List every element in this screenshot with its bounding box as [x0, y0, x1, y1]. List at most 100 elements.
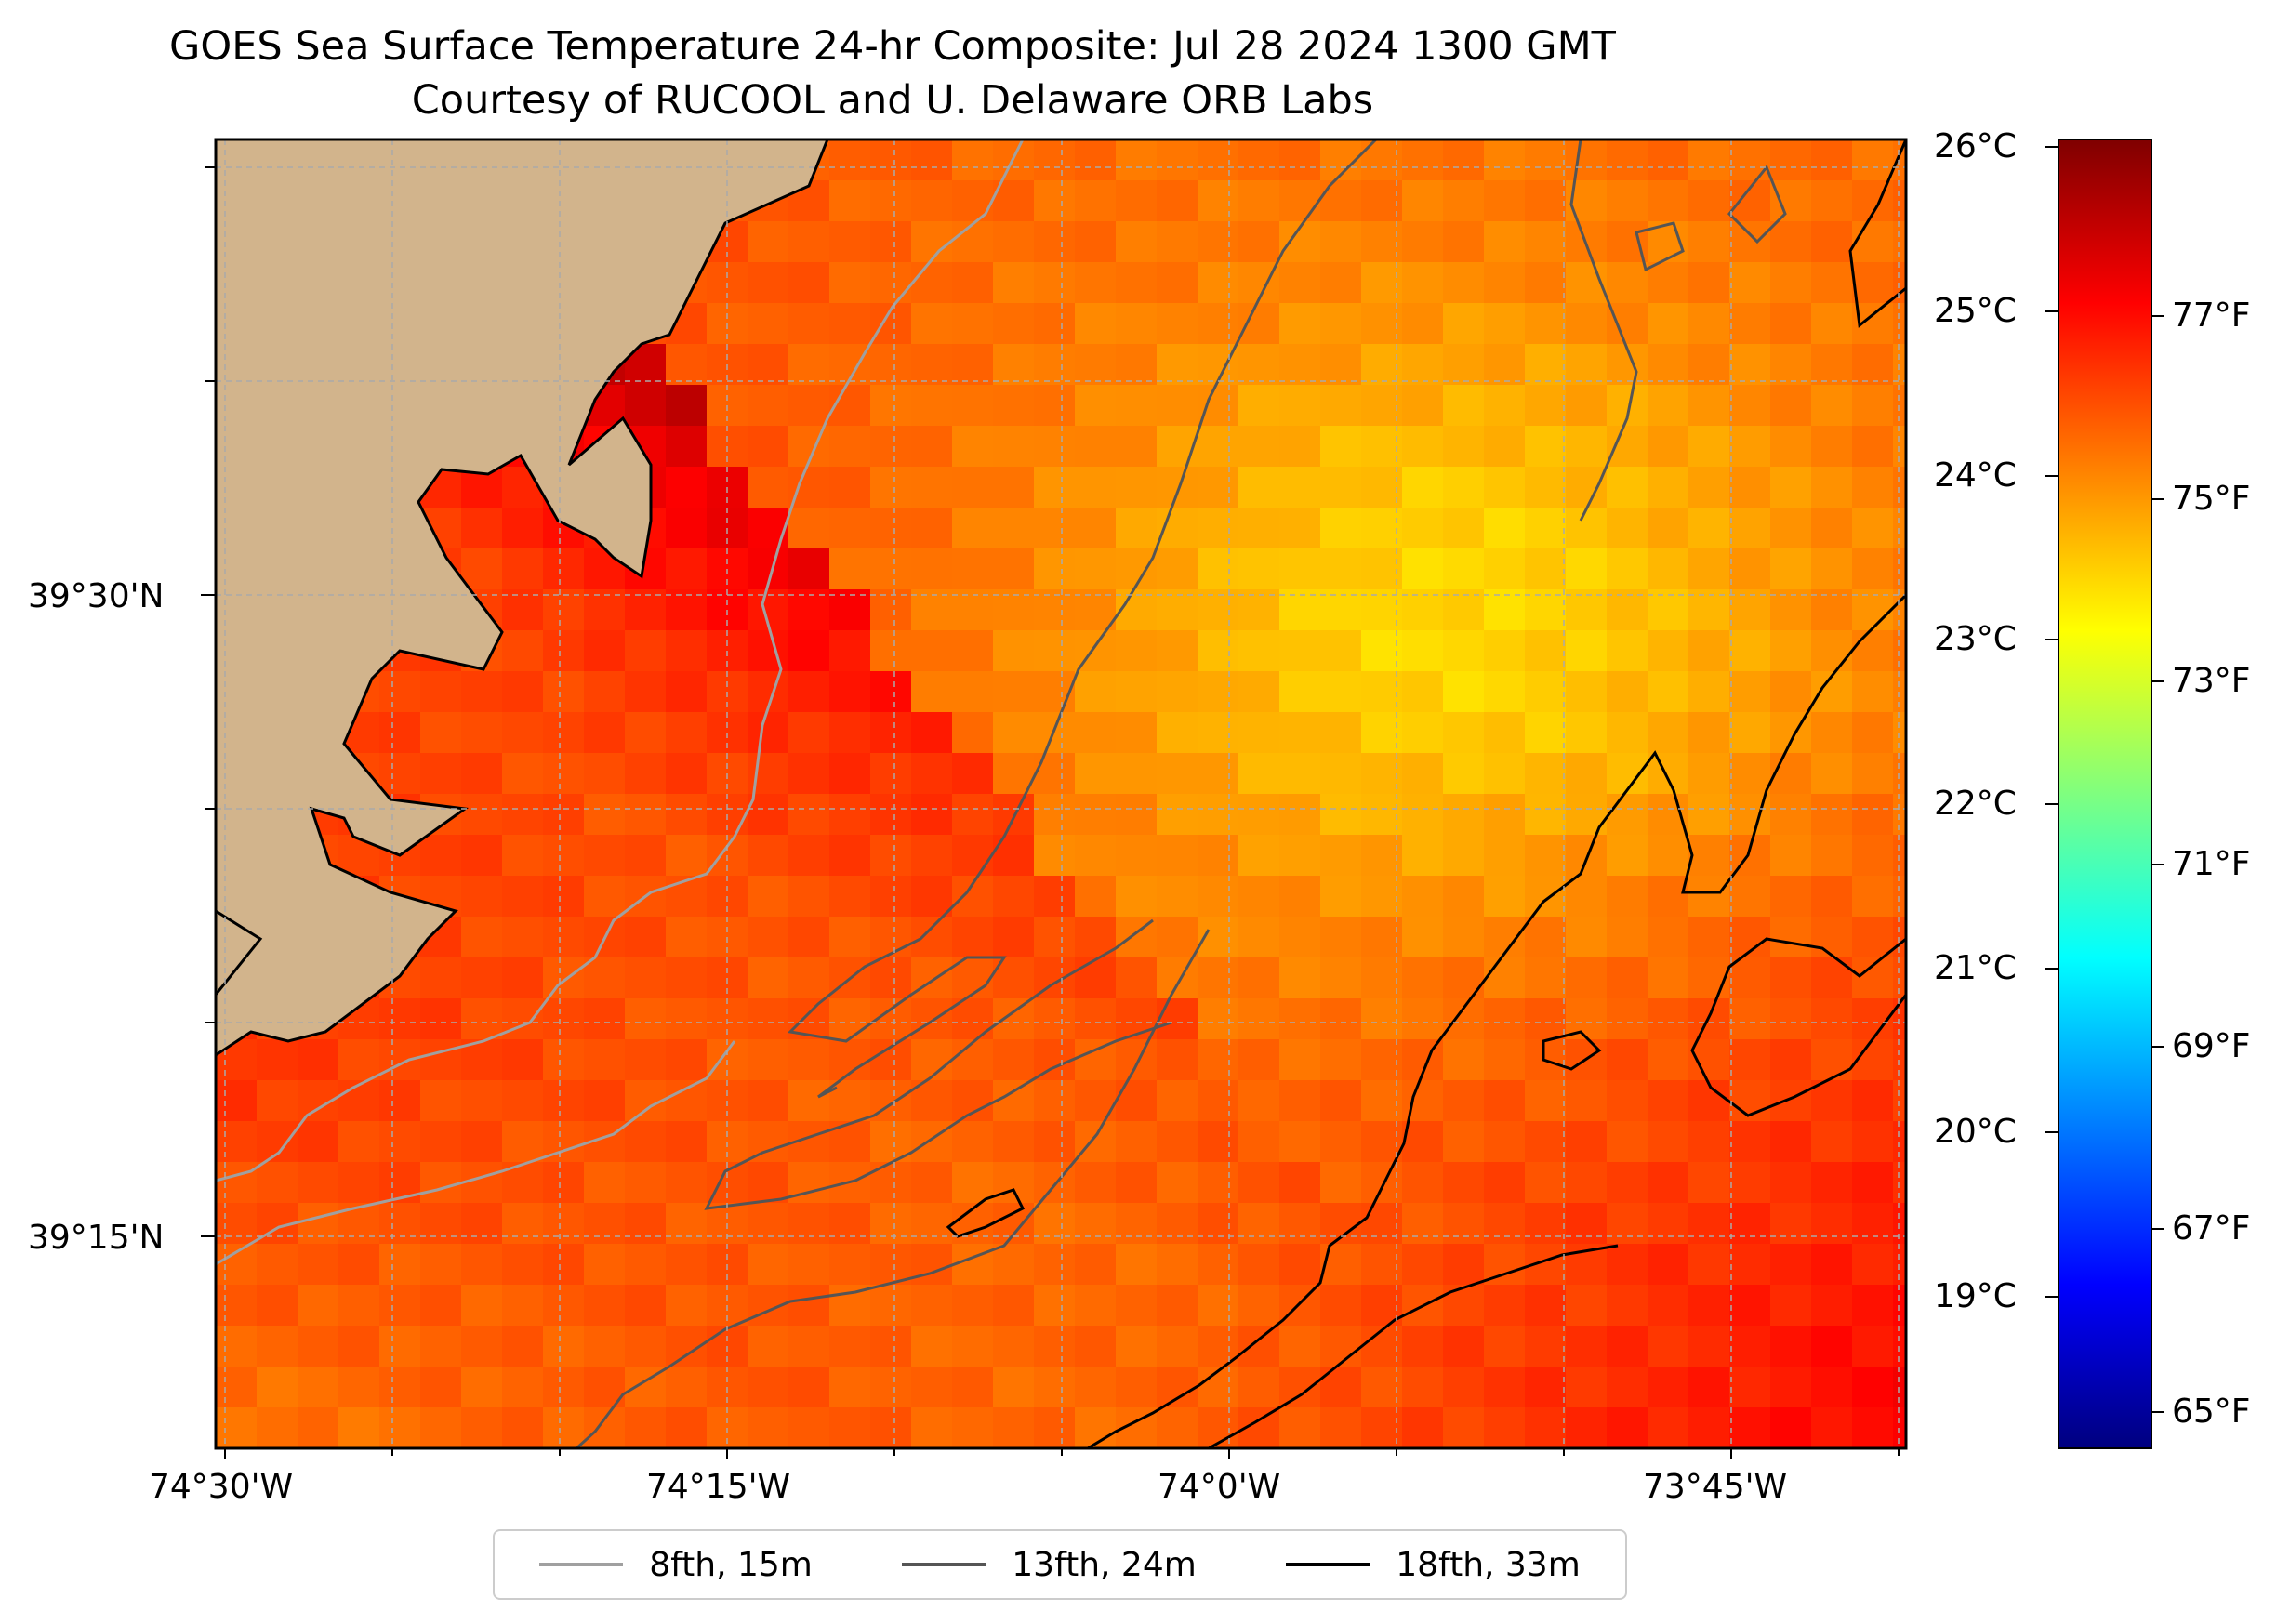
sst-cell	[257, 1367, 298, 1408]
sst-cell	[1648, 753, 1689, 795]
sst-cell	[1034, 1367, 1076, 1408]
sst-cell	[1811, 835, 1853, 877]
sst-cell	[1402, 1162, 1444, 1204]
sst-cell	[625, 917, 667, 958]
sst-cell	[1034, 589, 1076, 631]
sst-cell	[1279, 1080, 1321, 1122]
sst-cell	[1034, 1244, 1076, 1286]
sst-cell	[1811, 303, 1853, 345]
axis-ticks	[201, 166, 1900, 1459]
sst-cell	[1034, 1121, 1076, 1163]
sst-cell	[216, 1162, 258, 1204]
sst-cell	[1770, 548, 1812, 590]
sst-cell	[1893, 303, 1906, 345]
sst-cell	[870, 1367, 912, 1408]
sst-cell	[1607, 794, 1648, 836]
sst-cell	[1811, 548, 1853, 590]
sst-cell	[1320, 957, 1362, 999]
sst-cell	[1852, 671, 1894, 713]
sst-cell	[1484, 794, 1526, 836]
sst-cell	[420, 957, 462, 999]
sst-cell	[1852, 221, 1894, 263]
sst-cell	[666, 753, 708, 795]
sst-cell	[952, 508, 994, 549]
sst-cell	[1729, 221, 1771, 263]
sst-cell	[1279, 508, 1321, 549]
sst-cell	[216, 1121, 258, 1163]
sst-cell	[666, 998, 708, 1040]
sst-cell	[1116, 221, 1158, 263]
sst-cell	[502, 712, 544, 754]
sst-cell	[952, 1039, 994, 1081]
sst-cell	[1893, 1326, 1906, 1367]
x-tick-label: 74°0'W	[1158, 1468, 1281, 1506]
sst-cell	[993, 712, 1035, 754]
sst-cell	[1484, 180, 1526, 222]
sst-cell	[1279, 467, 1321, 508]
sst-cell	[1279, 1203, 1321, 1245]
sst-cell	[1566, 344, 1608, 386]
sst-cell	[788, 1367, 830, 1408]
sst-cell	[1075, 712, 1117, 754]
sst-cell	[1770, 1121, 1812, 1163]
sst-cell	[1484, 1285, 1526, 1327]
sst-cell	[788, 876, 830, 918]
sst-cell	[1402, 1326, 1444, 1367]
sst-cell	[1443, 1203, 1485, 1245]
sst-cell	[216, 1326, 258, 1367]
isobath-24m-b	[704, 918, 1172, 1210]
sst-cell	[1566, 794, 1608, 836]
sst-cell	[952, 630, 994, 672]
sst-cell	[338, 1121, 380, 1163]
sst-cell	[1157, 671, 1198, 713]
sst-cell	[1116, 1121, 1158, 1163]
sst-cell	[1034, 139, 1076, 181]
sst-cell	[502, 998, 544, 1040]
sst-cell	[1402, 794, 1444, 836]
sst-cell	[1034, 1285, 1076, 1327]
sst-cell	[1566, 385, 1608, 427]
sst-cell	[1484, 262, 1526, 304]
sst-cell	[1157, 1285, 1198, 1327]
sst-cell	[1075, 753, 1117, 795]
sst-cell	[379, 1080, 421, 1122]
sst-cell	[1198, 712, 1239, 754]
sst-cell	[1648, 794, 1689, 836]
sst-cell	[1116, 1039, 1158, 1081]
sst-cell	[952, 1244, 994, 1286]
sst-cell	[1688, 303, 1730, 345]
sst-cell	[1075, 548, 1117, 590]
sst-cell	[748, 957, 789, 999]
sst-cell	[1852, 1244, 1894, 1286]
sst-cell	[543, 753, 585, 795]
sst-cell	[748, 221, 789, 263]
sst-cell	[993, 344, 1035, 386]
sst-cell	[1770, 303, 1812, 345]
sst-cell	[1852, 712, 1894, 754]
sst-cell	[625, 1039, 667, 1081]
sst-cell	[1893, 1080, 1906, 1122]
sst-cell	[1075, 794, 1117, 836]
sst-cell	[1157, 548, 1198, 590]
sst-cell	[502, 1285, 544, 1327]
sst-cell	[1811, 1407, 1853, 1448]
sst-cell	[257, 1162, 298, 1204]
sst-cell	[1525, 426, 1567, 468]
sst-cell	[1484, 998, 1526, 1040]
sst-cell	[1075, 221, 1117, 263]
sst-cell	[788, 344, 830, 386]
sst-cell	[788, 835, 830, 877]
sst-cell	[1770, 221, 1812, 263]
sst-cell	[993, 548, 1035, 590]
sst-cell	[298, 1039, 339, 1081]
sst-cell	[625, 835, 667, 877]
sst-cell	[1198, 1203, 1239, 1245]
sst-cell	[584, 1367, 626, 1408]
sst-cell	[1729, 630, 1771, 672]
sst-cell	[1893, 262, 1906, 304]
sst-cell	[1116, 1162, 1158, 1204]
sst-cell	[461, 671, 503, 713]
sst-cell	[911, 508, 953, 549]
sst-cell	[1893, 876, 1906, 918]
sst-cell	[1729, 139, 1771, 181]
